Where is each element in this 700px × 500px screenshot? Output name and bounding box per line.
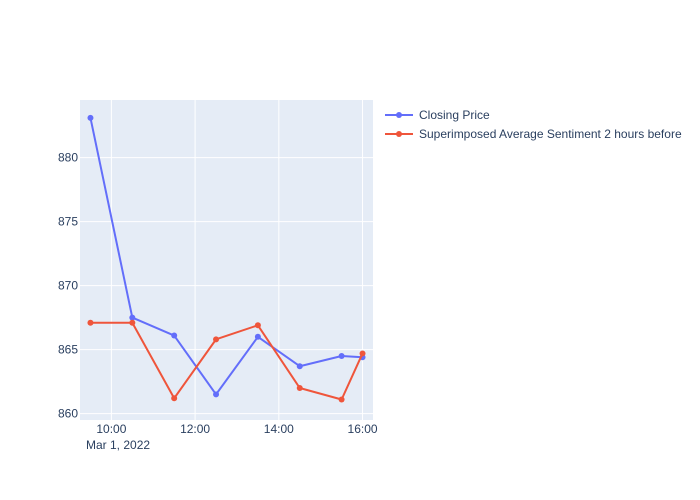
legend-label: Closing Price [419,108,490,122]
data-point [338,353,345,359]
legend-item[interactable]: Closing Price [385,108,490,122]
data-point [254,322,261,329]
data-point [359,350,366,357]
y-tick-label: 865 [58,343,78,357]
data-point [254,333,261,340]
legend-swatch-marker [396,131,402,137]
x-tick-label: 16:00 [348,422,378,436]
x-tick-label: 10:00 [96,422,126,436]
grid-lines [80,100,373,420]
series-layer [87,114,366,403]
data-point [296,363,303,370]
y-tick-label: 860 [58,407,78,421]
series-line [89,117,363,396]
data-point [171,395,178,402]
data-point [296,385,303,391]
data-point [129,319,136,326]
y-tick-label: 870 [58,279,78,293]
y-tick-label: 880 [58,151,78,165]
legend[interactable]: Closing Price Superimposed Average Sentim… [385,108,682,141]
data-point [213,391,220,398]
data-point [171,332,178,339]
data-point [129,314,136,321]
series-line [90,321,364,401]
x-axis-tick-labels: 10:00 12:00 14:00 16:00 [96,422,377,436]
series-2 [87,319,366,403]
x-axis-date-label: Mar 1, 2022 [86,438,150,452]
data-point [87,114,94,121]
data-point [213,336,220,343]
x-tick-label: 12:00 [180,422,210,436]
y-axis-tick-labels: 860 865 870 875 880 [58,151,78,421]
plot-background [80,100,373,420]
y-tick-label: 875 [58,215,78,229]
legend-swatch-marker [396,112,402,118]
legend-item[interactable]: Superimposed Average Sentiment 2 hours b… [385,127,682,141]
x-tick-label: 14:00 [264,422,294,436]
data-point [87,319,94,326]
legend-label: Superimposed Average Sentiment 2 hours b… [419,127,682,141]
data-point [338,396,345,403]
